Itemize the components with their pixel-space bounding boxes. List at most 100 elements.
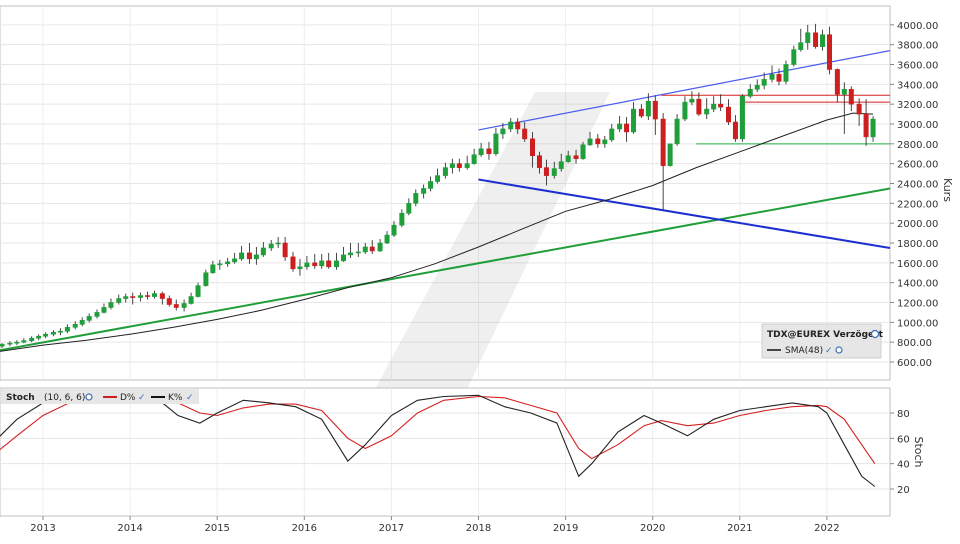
- candle-body: [246, 252, 252, 260]
- candle-body: [791, 49, 797, 65]
- candle-body: [631, 108, 637, 133]
- candle-body: [413, 193, 419, 204]
- candle-body: [863, 113, 869, 138]
- candle-body: [64, 326, 70, 332]
- candle: [617, 116, 623, 132]
- candlesticks: [0, 23, 876, 349]
- candle: [369, 240, 375, 254]
- y-axis-label: Kurs: [941, 178, 954, 202]
- trend-line: [478, 50, 891, 131]
- candle-body: [711, 103, 717, 110]
- candle-body: [536, 155, 542, 168]
- check-icon[interactable]: ✓: [186, 393, 194, 403]
- candle-body: [312, 262, 318, 267]
- stoch-grid: [0, 388, 890, 516]
- settings-icon[interactable]: [870, 329, 880, 339]
- candle: [841, 82, 847, 134]
- candle: [43, 332, 49, 339]
- candle: [747, 84, 753, 99]
- candle: [478, 142, 484, 157]
- candle: [456, 158, 462, 172]
- legend-sma-label: SMA(48): [785, 346, 823, 356]
- candle-body: [151, 293, 157, 297]
- candle: [14, 340, 20, 346]
- stoch-y-ticks: 20 40 60 80: [890, 409, 910, 496]
- candle: [565, 150, 571, 163]
- candle-body: [456, 163, 462, 168]
- candle: [631, 102, 637, 134]
- candle-body: [138, 295, 144, 298]
- candle: [652, 95, 658, 135]
- candle-body: [72, 324, 78, 328]
- candle-body: [704, 108, 710, 115]
- candle-body: [297, 266, 303, 270]
- x-tick-label: 2016: [292, 523, 317, 534]
- candle-body: [94, 312, 100, 317]
- settings-icon[interactable]: [85, 393, 93, 401]
- candle: [711, 96, 717, 113]
- check-icon[interactable]: ✓: [825, 346, 833, 356]
- x-tick-label: 2017: [379, 523, 404, 534]
- candle: [79, 317, 85, 327]
- candle: [442, 162, 448, 179]
- stoch-legend[interactable]: Stoch (10, 6, 6) D% ✓ K% ✓: [1, 389, 199, 404]
- candle: [674, 114, 680, 146]
- price-legend[interactable]: TDX@EUREX Verzögert SMA(48) ✓: [761, 323, 884, 359]
- candle-body: [239, 252, 245, 260]
- candle-body: [609, 128, 615, 141]
- candle-body: [260, 247, 266, 256]
- candle-body: [805, 32, 811, 43]
- candle: [624, 117, 630, 142]
- candle: [268, 240, 274, 251]
- candle-body: [108, 302, 114, 308]
- candle-body: [203, 272, 209, 286]
- y-tick-label: 2800.00: [897, 140, 938, 151]
- y-tick-label: 600.00: [897, 358, 932, 369]
- candle-body: [130, 296, 136, 298]
- candle: [602, 135, 608, 148]
- y-tick-label: 20: [897, 485, 910, 496]
- candle-body: [36, 335, 42, 339]
- stoch-panel: [0, 387, 891, 517]
- candle: [253, 246, 259, 265]
- settings-icon[interactable]: [835, 346, 843, 354]
- candle-body: [166, 298, 172, 305]
- candle: [508, 118, 514, 132]
- candle: [667, 143, 673, 167]
- candle-body: [347, 252, 353, 256]
- candle-body: [827, 34, 833, 70]
- candle-body: [500, 128, 506, 135]
- candle-body: [86, 316, 92, 321]
- watermark-logo: [345, 92, 610, 445]
- x-tick-label: 2018: [466, 523, 491, 534]
- candle: [217, 259, 223, 270]
- candle-body: [645, 100, 651, 117]
- candle: [399, 209, 405, 228]
- candle-body: [123, 296, 129, 299]
- candle: [827, 26, 833, 75]
- stoch-legend-title: Stoch: [6, 393, 35, 403]
- candle-body: [116, 298, 122, 303]
- check-icon[interactable]: ✓: [138, 393, 146, 403]
- candle: [377, 239, 383, 252]
- candle: [275, 237, 281, 248]
- candle: [543, 159, 549, 186]
- candle-body: [435, 175, 441, 182]
- candle-body: [210, 264, 216, 274]
- candle-body: [870, 118, 876, 138]
- candle: [486, 141, 492, 160]
- candle: [7, 341, 13, 347]
- candle-body: [841, 88, 847, 95]
- candle: [326, 252, 332, 269]
- candle-body: [428, 181, 434, 189]
- candle: [319, 253, 325, 269]
- candle: [551, 161, 557, 179]
- candle-body: [617, 123, 623, 130]
- candle: [682, 96, 688, 122]
- candle-body: [29, 337, 35, 341]
- candle-body: [181, 303, 187, 308]
- candle-body: [747, 88, 753, 97]
- candle-body: [638, 108, 644, 117]
- candle-body: [761, 79, 767, 86]
